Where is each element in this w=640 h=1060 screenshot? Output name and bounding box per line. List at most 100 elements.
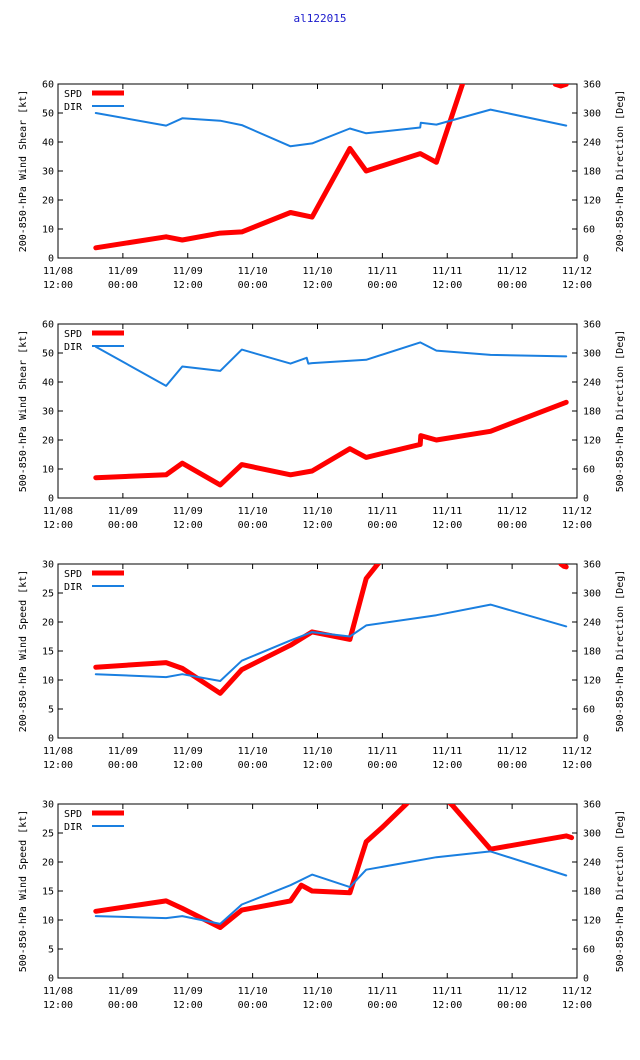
panel-2: 0 10 20 30 40 50 60 0 60 120 180 240 300 360 11/08 12:0… xyxy=(18,320,626,532)
x-tick-label: 00:00 xyxy=(238,520,268,531)
y2-tick-label: 120 xyxy=(583,916,601,927)
spd-line xyxy=(93,84,466,251)
y-tick-label: 5 xyxy=(48,705,54,716)
x-tick-label: 00:00 xyxy=(497,1000,527,1011)
x-tick-label: 11/11 xyxy=(367,506,397,517)
y-axis-label: 500-850-hPa Wind Speed [kt] xyxy=(18,810,29,973)
x-tick-label: 11/10 xyxy=(238,266,268,277)
y-tick-label: 30 xyxy=(42,560,54,571)
x-tick-label: 11/08 xyxy=(43,746,73,757)
y2-tick-label: 180 xyxy=(583,647,601,658)
y-tick-label: 25 xyxy=(42,589,54,600)
x-tick-label: 11/12 xyxy=(497,986,527,997)
y2-tick-label: 180 xyxy=(583,167,601,178)
x-tick-label: 11/11 xyxy=(432,746,462,757)
x-tick-label: 12:00 xyxy=(562,1000,592,1011)
x-tick-label: 00:00 xyxy=(108,520,138,531)
legend-label-dir: DIR xyxy=(64,582,83,593)
y-tick-label: 0 xyxy=(48,254,54,265)
x-tick-label: 12:00 xyxy=(173,280,203,291)
y-tick-label: 15 xyxy=(42,647,54,658)
y-axis-label: 200-850-hPa Wind Shear [kt] xyxy=(18,90,29,253)
y2-tick-label: 240 xyxy=(583,858,601,869)
plot-frame xyxy=(57,323,578,499)
y-tick-label: 0 xyxy=(48,494,54,505)
y-tick-label: 30 xyxy=(42,167,54,178)
x-tick-label: 11/11 xyxy=(432,266,462,277)
x-tick-label: 12:00 xyxy=(562,280,592,291)
x-tick-label: 11/10 xyxy=(302,746,332,757)
x-tick-label: 00:00 xyxy=(497,760,527,771)
legend-label-dir: DIR xyxy=(64,102,83,113)
x-tick-label: 12:00 xyxy=(173,1000,203,1011)
y2-axis-label: 500-850-hPa Direction [Deg] xyxy=(615,570,626,733)
y2-tick-label: 360 xyxy=(583,80,601,91)
y-tick-label: 0 xyxy=(48,974,54,985)
y-tick-label: 25 xyxy=(42,829,54,840)
x-tick-label: 00:00 xyxy=(367,1000,397,1011)
x-tick-label: 00:00 xyxy=(367,760,397,771)
x-tick-label: 12:00 xyxy=(302,1000,332,1011)
x-tick-label: 11/09 xyxy=(108,266,138,277)
y2-tick-label: 0 xyxy=(583,254,589,265)
spd-line xyxy=(93,564,381,696)
x-tick-label: 11/11 xyxy=(367,746,397,757)
chart-title: al122015 xyxy=(293,12,347,25)
y-tick-label: 10 xyxy=(42,225,54,236)
x-tick-label: 11/09 xyxy=(108,746,138,757)
x-tick-label: 00:00 xyxy=(108,280,138,291)
y-tick-label: 30 xyxy=(42,800,54,811)
plot-frame xyxy=(57,563,578,739)
x-tick-label: 12:00 xyxy=(302,760,332,771)
y2-tick-label: 360 xyxy=(583,800,601,811)
legend-label-spd: SPD xyxy=(64,329,82,340)
y-tick-label: 10 xyxy=(42,916,54,927)
plot-frame xyxy=(57,83,578,259)
y2-axis-label: 500-850-hPa Direction [Deg] xyxy=(615,330,626,493)
y-tick-label: 0 xyxy=(48,734,54,745)
x-tick-label: 11/12 xyxy=(562,506,592,517)
dir-line xyxy=(94,850,568,925)
y-tick-label: 10 xyxy=(42,465,54,476)
x-tick-label: 11/08 xyxy=(43,506,73,517)
y2-tick-label: 60 xyxy=(583,225,595,236)
y2-tick-label: 240 xyxy=(583,138,601,149)
x-tick-label: 11/09 xyxy=(173,266,203,277)
spd-line xyxy=(93,804,410,930)
y2-tick-label: 240 xyxy=(583,618,601,629)
y-tick-label: 15 xyxy=(42,887,54,898)
dir-line xyxy=(94,341,568,387)
series-group xyxy=(93,84,569,251)
x-tick-label: 12:00 xyxy=(562,520,592,531)
y-tick-label: 60 xyxy=(42,320,54,331)
y2-tick-label: 60 xyxy=(583,465,595,476)
y2-tick-label: 300 xyxy=(583,589,601,600)
x-tick-label: 11/11 xyxy=(367,986,397,997)
x-tick-label: 11/10 xyxy=(302,266,332,277)
legend-label-spd: SPD xyxy=(64,569,82,580)
x-tick-label: 12:00 xyxy=(43,1000,73,1011)
x-tick-label: 00:00 xyxy=(497,520,527,531)
x-tick-label: 00:00 xyxy=(238,1000,268,1011)
y-tick-label: 20 xyxy=(42,858,54,869)
y2-tick-label: 60 xyxy=(583,945,595,956)
series-group xyxy=(93,564,569,696)
x-tick-label: 00:00 xyxy=(238,760,268,771)
legend-label-dir: DIR xyxy=(64,822,83,833)
x-tick-label: 00:00 xyxy=(497,280,527,291)
y-tick-label: 60 xyxy=(42,80,54,91)
y-tick-label: 20 xyxy=(42,618,54,629)
x-tick-label: 11/11 xyxy=(367,266,397,277)
x-tick-label: 11/12 xyxy=(562,266,592,277)
x-tick-label: 00:00 xyxy=(238,280,268,291)
y-tick-label: 50 xyxy=(42,349,54,360)
x-tick-label: 11/08 xyxy=(43,986,73,997)
x-tick-label: 11/10 xyxy=(238,986,268,997)
y2-tick-label: 0 xyxy=(583,974,589,985)
x-tick-label: 11/12 xyxy=(562,746,592,757)
series-group xyxy=(93,804,575,930)
y-tick-label: 40 xyxy=(42,378,54,389)
x-tick-label: 00:00 xyxy=(108,760,138,771)
y-tick-label: 10 xyxy=(42,676,54,687)
x-tick-label: 12:00 xyxy=(302,280,332,291)
